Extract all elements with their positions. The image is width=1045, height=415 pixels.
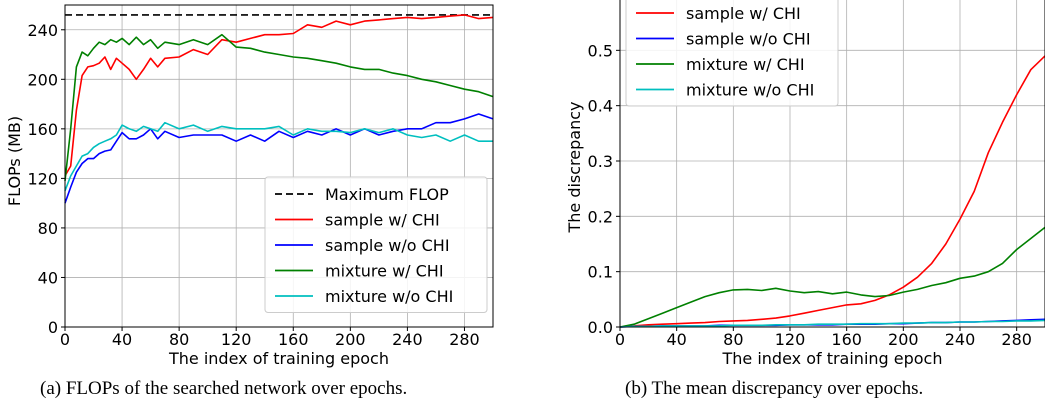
figure: 0 40 80 120 160 200 240 28004080120160200240The…	[5, 0, 1045, 368]
y-tick-label: 120	[27, 169, 58, 188]
y-tick-label: 0.5	[588, 41, 613, 60]
x-tick-label: 0	[60, 330, 70, 349]
x-tick-label: 280	[449, 330, 480, 349]
y-tick-label: 0.4	[588, 97, 613, 116]
y-tick-label: 240	[27, 21, 58, 40]
legend: Maximum FLOP sample w/ CHI sample w/o CHI m…	[264, 176, 488, 313]
legend-label: Maximum FLOP	[325, 185, 449, 204]
x-axis-label: The index of training epoch	[168, 349, 389, 368]
y-tick-label: 0.0	[588, 318, 613, 337]
y-tick-label: 40	[38, 268, 58, 287]
series-line-0	[64, 14, 494, 177]
x-tick-label: 80	[169, 330, 189, 349]
legend-label: sample w/ CHI	[325, 211, 440, 230]
x-tick-label: 240	[945, 330, 976, 349]
x-tick-label: 160	[278, 330, 309, 349]
x-tick-label: 120	[775, 330, 806, 349]
legend-label: sample w/o CHI	[686, 30, 811, 49]
y-axis-label: The discrepancy	[565, 101, 584, 233]
chart-b: 0 40 80 120 160 200 240 280 0.0 0.1 0.2 0.3 0.4 0.5 Th…	[565, 0, 1045, 368]
x-tick-label: 80	[723, 330, 743, 349]
legend-label: mixture w/ CHI	[686, 55, 805, 74]
legend-label: sample w/o CHI	[325, 236, 450, 255]
y-tick-label: 200	[27, 70, 58, 89]
legend-label: sample w/ CHI	[686, 4, 801, 23]
y-tick-label: 0	[48, 318, 58, 337]
x-axis-label: The index of training epoch	[721, 349, 942, 368]
legend-label: mixture w/o CHI	[325, 287, 453, 306]
x-tick-label: 0	[615, 330, 625, 349]
x-tick-label: 240	[392, 330, 423, 349]
x-tick-label: 40	[666, 330, 686, 349]
legend-label: mixture w/o CHI	[686, 81, 814, 100]
series-line-2	[619, 226, 1045, 328]
series-line-3	[64, 121, 493, 192]
legend-label: mixture w/ CHI	[325, 262, 444, 281]
y-axis-label: FLOPs (MB)	[5, 116, 24, 206]
chart-a: 0 40 80 120 160 200 240 28004080120160200240The…	[5, 4, 494, 368]
x-tick-label: 160	[831, 330, 862, 349]
caption-a: (a) FLOPs of the searched network over e…	[40, 378, 408, 399]
series-line-1	[64, 113, 494, 204]
x-tick-label: 200	[888, 330, 919, 349]
y-tick-label: 0.3	[588, 152, 613, 171]
x-tick-label: 120	[221, 330, 252, 349]
series-line-3	[619, 319, 1045, 328]
x-tick-label: 280	[1001, 330, 1032, 349]
series-line-2	[64, 33, 494, 181]
y-tick-label: 160	[27, 120, 58, 139]
caption-b: (b) The mean discrepancy over epochs.	[625, 378, 924, 399]
y-tick-label: 80	[38, 219, 58, 238]
y-tick-label: 0.2	[588, 207, 613, 226]
y-tick-label: 0.1	[588, 263, 613, 282]
axes-frame	[64, 4, 494, 328]
series-line-0	[619, 55, 1045, 328]
legend-box	[264, 176, 488, 313]
x-tick-label: 40	[112, 330, 132, 349]
legend-box	[625, 0, 839, 107]
legend: sample w/ CHI sample w/o CHI mixture w/ CH…	[625, 0, 839, 107]
x-tick-label: 200	[335, 330, 366, 349]
